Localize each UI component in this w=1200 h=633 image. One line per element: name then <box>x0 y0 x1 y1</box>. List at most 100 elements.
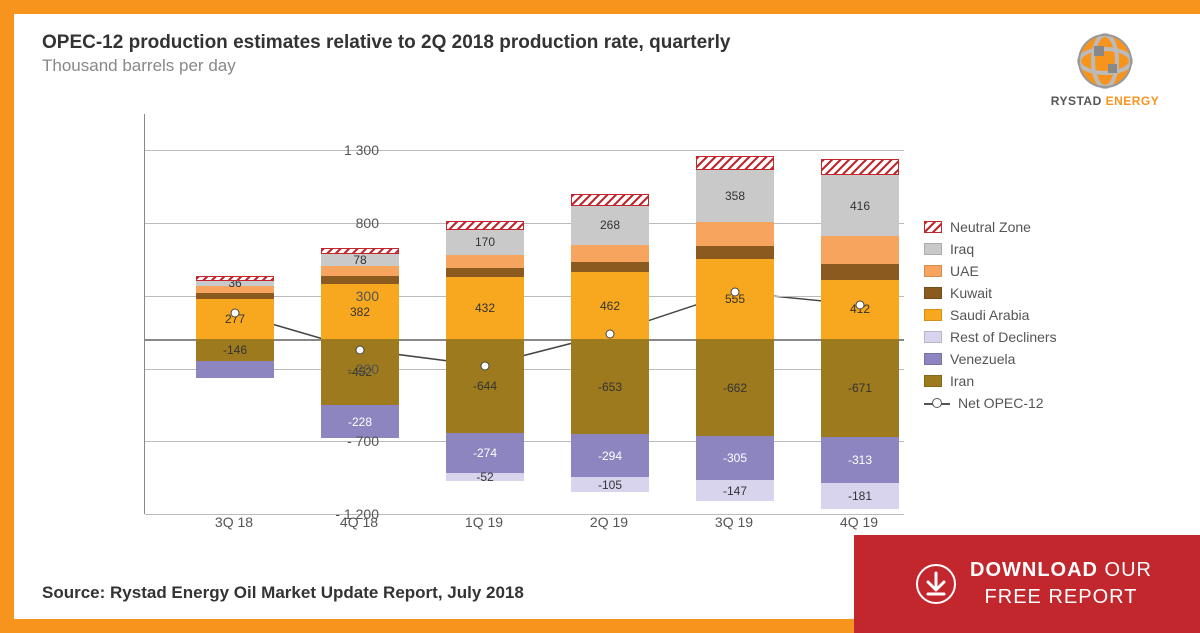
chart-frame: OPEC-12 production estimates relative to… <box>0 0 1200 633</box>
net-point <box>481 361 490 370</box>
bar-value-label: -52 <box>446 470 524 484</box>
content-area: OPEC-12 production estimates relative to… <box>14 14 1200 619</box>
gridline <box>145 514 904 515</box>
net-point <box>231 309 240 318</box>
bar-segment-uae <box>821 236 899 264</box>
legend-swatch <box>924 287 942 299</box>
legend-item: Rest of Decliners <box>924 329 1124 345</box>
bar-value-label: -105 <box>571 478 649 492</box>
legend-item: Kuwait <box>924 285 1124 301</box>
y-axis-label: 300 <box>324 288 379 304</box>
legend-label: Rest of Decliners <box>950 329 1057 345</box>
bar-group: 412416-671-313-181 <box>821 114 899 514</box>
y-axis-label: - 700 <box>324 433 379 449</box>
bar-value-label: -644 <box>446 379 524 393</box>
net-point <box>856 300 865 309</box>
bar-segment-uae <box>571 245 649 262</box>
legend-item: Iraq <box>924 241 1124 257</box>
legend-label: Iraq <box>950 241 974 257</box>
legend-label: Venezuela <box>950 351 1015 367</box>
legend-label: Iran <box>950 373 974 389</box>
bar-value-label: 432 <box>446 301 524 315</box>
net-point <box>731 288 740 297</box>
cta-text: DOWNLOAD OUR FREE REPORT <box>970 557 1152 611</box>
x-axis-label: 4Q 19 <box>840 514 878 530</box>
y-axis-label: - 200 <box>324 361 379 377</box>
bar-value-label: -313 <box>821 453 899 467</box>
legend-label: Kuwait <box>950 285 992 301</box>
bar-segment-kuwait <box>321 276 399 284</box>
legend-swatch <box>924 331 942 343</box>
net-point <box>356 345 365 354</box>
bar-value-label: 382 <box>321 305 399 319</box>
bar-value-label: -662 <box>696 381 774 395</box>
bar-value-label: -181 <box>821 489 899 503</box>
bar-group: 432 170 -644 -274 -52 <box>446 114 524 514</box>
legend-item: Iran <box>924 373 1124 389</box>
bar-segment-venezuela <box>196 361 274 378</box>
x-axis-label: 2Q 19 <box>590 514 628 530</box>
bar-segment-kuwait <box>696 246 774 259</box>
legend-swatch-line <box>924 396 950 410</box>
bar-value-label: -671 <box>821 381 899 395</box>
bar-segment-kuwait <box>446 268 524 277</box>
bar-segment-neutral <box>321 248 399 255</box>
bar-value-label: -274 <box>446 446 524 460</box>
legend-item: Venezuela <box>924 351 1124 367</box>
bar-value-label: 462 <box>571 299 649 313</box>
chart-container: 27736-14638278-452-228432170-644-274-524… <box>69 104 1149 554</box>
y-axis-label: 1 300 <box>324 142 379 158</box>
legend-item: Neutral Zone <box>924 219 1124 235</box>
bar-value-label: 170 <box>446 235 524 249</box>
bar-group: 462 268 -653 -294 -105 <box>571 114 649 514</box>
bar-segment-uae <box>696 222 774 245</box>
x-axis-label: 3Q 18 <box>215 514 253 530</box>
x-axis-label: 4Q 18 <box>340 514 378 530</box>
legend-item: Net OPEC-12 <box>924 395 1124 411</box>
legend: Neutral ZoneIraqUAEKuwaitSaudi ArabiaRes… <box>924 219 1124 417</box>
chart-title: OPEC-12 production estimates relative to… <box>42 32 1172 54</box>
legend-swatch <box>924 265 942 277</box>
bar-value-label: 358 <box>696 189 774 203</box>
brand-logo: RYSTAD ENERGY <box>1040 32 1170 108</box>
chart-subtitle: Thousand barrels per day <box>42 56 1172 76</box>
bar-value-label: -305 <box>696 451 774 465</box>
bar-segment-kuwait <box>196 293 274 299</box>
net-point <box>606 329 615 338</box>
legend-item: Saudi Arabia <box>924 307 1124 323</box>
globe-icon <box>1076 32 1134 90</box>
bar-value-label: 268 <box>571 218 649 232</box>
bar-value-label: 78 <box>321 253 399 267</box>
bar-value-label: -228 <box>321 415 399 429</box>
legend-swatch <box>924 353 942 365</box>
source-text: Source: Rystad Energy Oil Market Update … <box>42 583 524 603</box>
x-axis-label: 1Q 19 <box>465 514 503 530</box>
bar-group: 555358-662-305-147 <box>696 114 774 514</box>
bar-segment-neutral <box>196 276 274 280</box>
legend-swatch <box>924 243 942 255</box>
download-icon <box>916 564 956 604</box>
bar-value-label: -294 <box>571 449 649 463</box>
bar-group: 38278-452-228 <box>321 114 399 514</box>
bar-segment-neutral <box>571 194 649 206</box>
plot-area: 27736-14638278-452-228432170-644-274-524… <box>144 114 904 514</box>
bar-segment-neutral <box>821 159 899 175</box>
legend-label: Neutral Zone <box>950 219 1031 235</box>
bar-segment-neutral <box>446 221 524 230</box>
bar-segment-kuwait <box>571 262 649 272</box>
bar-segment-uae <box>446 255 524 268</box>
download-cta[interactable]: DOWNLOAD OUR FREE REPORT <box>854 535 1200 633</box>
x-axis-label: 3Q 19 <box>715 514 753 530</box>
legend-swatch <box>924 221 942 233</box>
legend-swatch <box>924 375 942 387</box>
legend-label: Saudi Arabia <box>950 307 1029 323</box>
legend-swatch <box>924 309 942 321</box>
bar-segment-uae <box>321 266 399 276</box>
bar-value-label: -146 <box>196 343 274 357</box>
bar-segment-neutral <box>696 156 774 171</box>
legend-label: Net OPEC-12 <box>958 395 1044 411</box>
y-axis-label: 800 <box>324 215 379 231</box>
bar-value-label: 416 <box>821 199 899 213</box>
bar-value-label: -653 <box>571 380 649 394</box>
bar-segment-kuwait <box>821 264 899 280</box>
